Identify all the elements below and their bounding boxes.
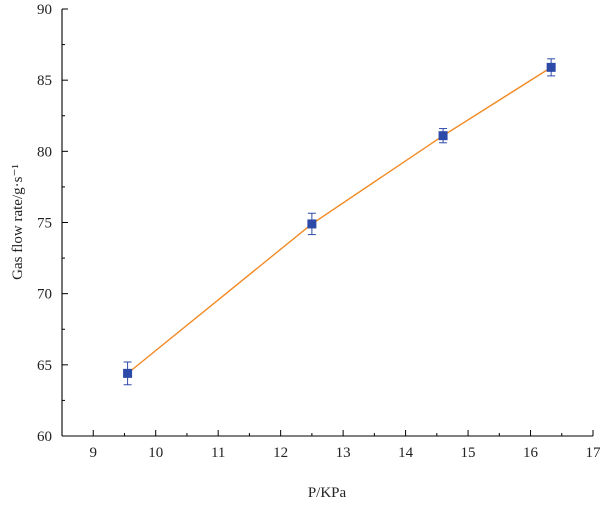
y-tick-label: 85	[37, 73, 52, 89]
plot-area	[61, 9, 593, 437]
y-axis-title: Gas flow rate/g·s⁻¹	[10, 164, 26, 280]
x-tick-label: 15	[461, 445, 476, 461]
y-axis-ticks: 60 65 70 75 80 85 90	[37, 2, 68, 445]
data-point	[546, 62, 556, 72]
y-tick-label: 70	[37, 287, 52, 303]
x-tick-label: 12	[273, 445, 288, 461]
y-tick-label: 60	[37, 429, 52, 445]
y-tick-label: 80	[37, 144, 52, 160]
y-tick-label: 75	[37, 216, 52, 232]
x-tick-label: 11	[211, 445, 225, 461]
data-series	[123, 58, 556, 386]
x-tick-label: 10	[148, 445, 163, 461]
x-tick-label: 17	[586, 445, 600, 461]
x-tick-label: 13	[336, 445, 351, 461]
data-point	[307, 219, 317, 229]
data-point	[123, 368, 133, 378]
x-tick-label: 14	[398, 445, 414, 461]
x-tick-label: 16	[523, 445, 539, 461]
series-line	[127, 66, 552, 374]
y-tick-label: 90	[37, 2, 52, 18]
x-axis-title: P/KPa	[308, 485, 347, 501]
x-tick-label: 9	[89, 445, 97, 461]
data-point	[438, 131, 448, 141]
x-axis-ticks: 9 10 11 12 13 14 15 16 17	[61, 430, 600, 461]
y-tick-label: 65	[37, 358, 52, 374]
